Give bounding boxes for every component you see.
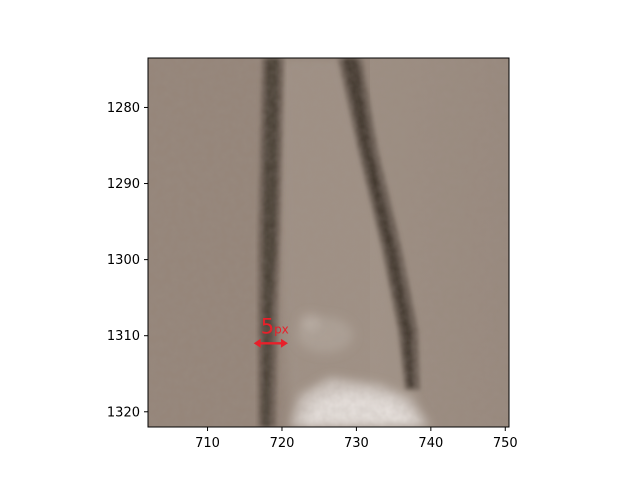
x-tick-label: 750: [493, 436, 518, 451]
y-tick-label: 1310: [107, 329, 140, 344]
y-tick-label: 1280: [107, 101, 140, 116]
zoomed-photo: [148, 58, 509, 427]
y-tick-label: 1290: [107, 177, 140, 192]
x-tick-label: 710: [195, 436, 220, 451]
y-tick-label: 1320: [107, 405, 140, 420]
measurement-value: 5: [261, 314, 274, 338]
x-axis-ticks: 710 720 730 740 750: [195, 427, 518, 451]
x-tick-label: 720: [270, 436, 295, 451]
x-tick-label: 730: [344, 436, 369, 451]
measurement-annotation: 5px: [253, 314, 289, 348]
measurement-unit: px: [274, 322, 289, 336]
y-tick-label: 1300: [107, 253, 140, 268]
measurement-arrow-head-right: [280, 338, 288, 348]
measurement-label: 5px: [261, 314, 289, 338]
y-axis-ticks: 1280 1290 1300 1310 1320: [107, 101, 148, 420]
measurement-arrow-head-left: [253, 338, 261, 348]
x-tick-label: 740: [418, 436, 443, 451]
axes-frame: [147, 57, 510, 428]
